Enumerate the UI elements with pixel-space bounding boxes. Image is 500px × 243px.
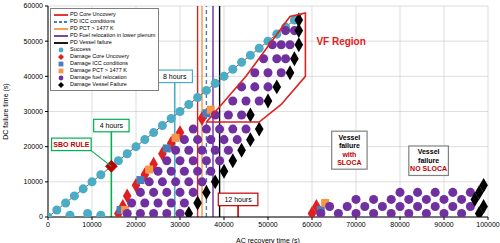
svg-text:8 hours: 8 hours bbox=[163, 73, 187, 80]
html-text:PD PCT > 1477 K: PD PCT > 1477 K bbox=[70, 25, 114, 31]
svg-text:DC failure time (s): DC failure time (s) bbox=[8, 83, 10, 139]
svg-text:Vessel: Vessel bbox=[338, 134, 360, 141]
svg-text:60000: 60000 bbox=[24, 2, 44, 9]
html-text:Damage ICC conditions: Damage ICC conditions bbox=[70, 60, 129, 66]
svg-text:VF Region: VF Region bbox=[316, 36, 365, 47]
svg-text:80000: 80000 bbox=[390, 221, 410, 228]
svg-text:with: with bbox=[341, 151, 356, 158]
svg-text:20000: 20000 bbox=[126, 221, 146, 228]
html-text:Damage Core Uncovery: Damage Core Uncovery bbox=[70, 53, 129, 59]
html-text:Damage fuel relocation: Damage fuel relocation bbox=[70, 74, 127, 80]
svg-text:Vessel: Vessel bbox=[418, 148, 440, 155]
svg-text:10000: 10000 bbox=[24, 178, 44, 185]
html-text:Damage PCT > 1477 K: Damage PCT > 1477 K bbox=[70, 67, 127, 73]
html-text:PD ICC conditions: PD ICC conditions bbox=[70, 18, 115, 24]
svg-text:100000: 100000 bbox=[476, 221, 492, 228]
svg-text:90000: 90000 bbox=[434, 221, 454, 228]
svg-text:0: 0 bbox=[39, 213, 43, 220]
html-text:PD Vessel failure: PD Vessel failure bbox=[70, 39, 112, 45]
svg-text:SBO RULE: SBO RULE bbox=[53, 141, 90, 148]
svg-text:NO SLOCA: NO SLOCA bbox=[410, 165, 447, 172]
svg-text:failure: failure bbox=[339, 142, 360, 149]
svg-text:40000: 40000 bbox=[24, 73, 44, 80]
svg-text:AC recovery time (s): AC recovery time (s) bbox=[236, 237, 300, 243]
svg-text:40000: 40000 bbox=[214, 221, 234, 228]
svg-text:70000: 70000 bbox=[346, 221, 366, 228]
svg-text:12 hours: 12 hours bbox=[224, 196, 252, 203]
svg-text:50000: 50000 bbox=[24, 38, 44, 45]
html-text:PD Core Uncovery: PD Core Uncovery bbox=[70, 11, 116, 17]
svg-text:50000: 50000 bbox=[258, 221, 278, 228]
svg-text:60000: 60000 bbox=[302, 221, 322, 228]
svg-text:failure: failure bbox=[418, 157, 439, 164]
html-text:Damage Vessel Failure: Damage Vessel Failure bbox=[70, 81, 127, 87]
svg-text:0: 0 bbox=[46, 221, 50, 228]
svg-text:20000: 20000 bbox=[24, 143, 44, 150]
svg-text:30000: 30000 bbox=[24, 108, 44, 115]
svg-text:4 hours: 4 hours bbox=[100, 122, 124, 129]
html-text:Success: Success bbox=[70, 46, 91, 52]
svg-text:10000: 10000 bbox=[82, 221, 102, 228]
svg-text:30000: 30000 bbox=[170, 221, 190, 228]
html-text:PD Fuel relocation in lower pl: PD Fuel relocation in lower plenum bbox=[70, 32, 156, 38]
svg-text:SLOCA: SLOCA bbox=[337, 159, 362, 166]
